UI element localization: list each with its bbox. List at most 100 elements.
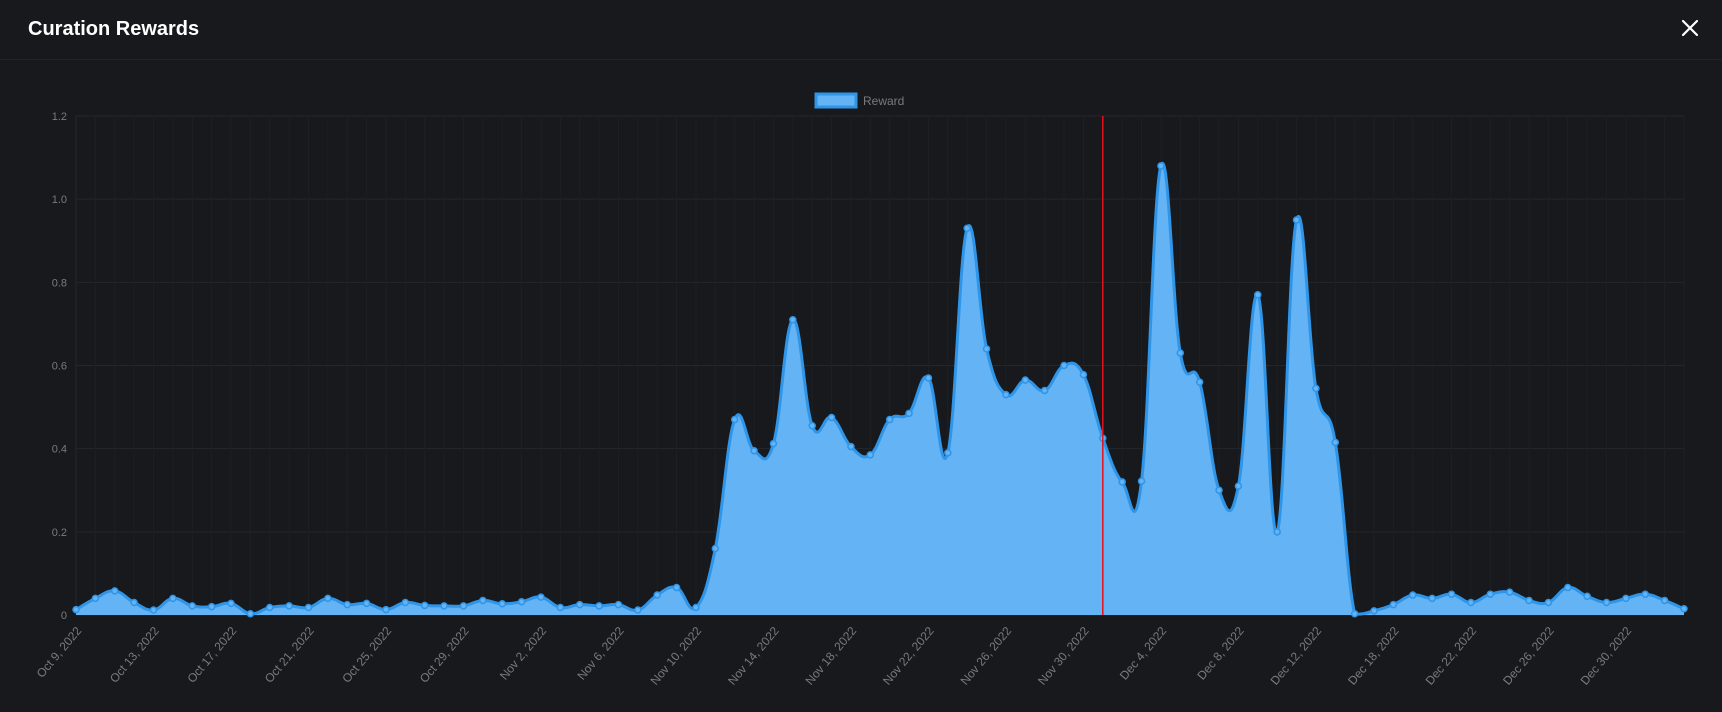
data-point xyxy=(1544,598,1553,607)
data-point xyxy=(789,316,797,324)
close-button[interactable] xyxy=(1676,14,1704,42)
data-point xyxy=(1428,594,1436,603)
data-point xyxy=(1486,590,1495,598)
data-point xyxy=(285,602,293,610)
data-point xyxy=(672,583,681,592)
data-point xyxy=(614,600,623,609)
data-point xyxy=(1350,610,1359,618)
data-point xyxy=(1312,384,1320,393)
data-point xyxy=(1215,486,1223,494)
data-point xyxy=(1525,596,1533,605)
data-point xyxy=(1195,378,1204,386)
data-point xyxy=(827,413,836,422)
data-point xyxy=(517,597,526,606)
data-point xyxy=(246,610,255,618)
data-point xyxy=(982,345,991,353)
data-point xyxy=(1079,370,1088,379)
data-point xyxy=(1505,588,1514,596)
modal-header: Curation Rewards xyxy=(0,0,1722,60)
data-point xyxy=(924,374,933,382)
data-point xyxy=(692,603,700,612)
data-point xyxy=(808,422,816,430)
data-point xyxy=(362,599,371,608)
y-tick-label: 1.0 xyxy=(52,194,67,206)
data-point xyxy=(130,598,138,607)
y-tick-label: 0.6 xyxy=(52,361,67,373)
data-point xyxy=(634,606,642,614)
data-point xyxy=(1389,600,1398,609)
data-point xyxy=(1254,291,1262,299)
data-point xyxy=(1409,591,1417,599)
data-point xyxy=(207,602,216,611)
data-point xyxy=(149,606,158,614)
data-point xyxy=(324,594,332,603)
data-point xyxy=(1467,598,1475,607)
data-point xyxy=(963,224,971,233)
x-tick-label: Nov 22, 2022 xyxy=(880,624,937,688)
data-point xyxy=(1002,390,1010,399)
data-point xyxy=(1602,598,1611,607)
legend-label: Reward xyxy=(863,94,904,108)
data-point xyxy=(1157,162,1165,170)
data-point xyxy=(847,442,855,451)
x-tick-label: Nov 6, 2022 xyxy=(574,624,627,683)
close-icon xyxy=(1681,19,1699,37)
data-point xyxy=(1622,594,1630,603)
data-point xyxy=(1021,376,1030,384)
data-point xyxy=(595,602,603,610)
legend-swatch xyxy=(814,92,858,109)
data-point xyxy=(227,599,235,608)
data-point xyxy=(1641,590,1650,598)
data-point xyxy=(556,603,565,612)
x-tick-label: Dec 18, 2022 xyxy=(1345,624,1402,688)
data-point xyxy=(730,415,739,424)
reward-area-fill xyxy=(76,163,1684,615)
data-point xyxy=(1564,583,1572,592)
chart-area: 0 0.2 0.4 0.6 0.8 1.0 1.2 Oct 9, 2022 Oct 13, 20… xyxy=(0,60,1722,707)
x-tick-label: Dec 30, 2022 xyxy=(1578,624,1635,688)
data-point xyxy=(653,591,661,599)
data-point xyxy=(91,594,100,603)
data-point xyxy=(1660,596,1669,605)
data-point xyxy=(420,601,429,610)
data-point xyxy=(382,605,390,614)
data-point xyxy=(265,603,274,612)
data-point xyxy=(1331,438,1340,447)
data-point xyxy=(905,409,913,418)
data-point xyxy=(1583,592,1591,601)
data-point xyxy=(440,602,448,610)
x-tick-label: Dec 26, 2022 xyxy=(1500,624,1557,688)
reward-chart: 0 0.2 0.4 0.6 0.8 1.0 1.2 Oct 9, 2022 Oct 13, 20… xyxy=(34,92,1688,688)
x-tick-label: Oct 25, 2022 xyxy=(339,624,394,686)
data-point xyxy=(944,449,952,457)
x-tick-label: Dec 22, 2022 xyxy=(1423,624,1480,688)
y-tick-label: 0.8 xyxy=(52,277,67,289)
data-point xyxy=(479,596,487,605)
x-tick-label: Oct 17, 2022 xyxy=(184,624,239,686)
y-tick-label: 0.4 xyxy=(52,444,67,456)
data-point xyxy=(885,415,894,424)
data-point xyxy=(1273,528,1281,536)
x-tick-label: Nov 30, 2022 xyxy=(1035,624,1092,688)
data-point xyxy=(750,446,758,455)
data-point xyxy=(769,439,778,448)
x-tick-label: Oct 29, 2022 xyxy=(417,624,472,686)
data-point xyxy=(575,600,584,609)
data-point xyxy=(1370,607,1378,615)
data-point xyxy=(711,544,720,553)
x-tick-label: Oct 13, 2022 xyxy=(107,624,162,686)
data-point xyxy=(110,587,119,595)
data-point xyxy=(1292,216,1301,224)
data-point xyxy=(169,594,177,603)
x-tick-label: Nov 26, 2022 xyxy=(958,624,1015,688)
x-tick-label: Dec 12, 2022 xyxy=(1268,624,1325,688)
data-point xyxy=(1060,361,1068,370)
data-point xyxy=(188,602,196,610)
data-point xyxy=(1118,478,1126,486)
x-tick-label: Nov 14, 2022 xyxy=(725,624,782,688)
data-point xyxy=(537,593,545,601)
data-point xyxy=(866,451,875,459)
data-point xyxy=(304,603,313,612)
data-point xyxy=(1137,477,1146,485)
x-tick-label: Nov 18, 2022 xyxy=(803,624,860,688)
